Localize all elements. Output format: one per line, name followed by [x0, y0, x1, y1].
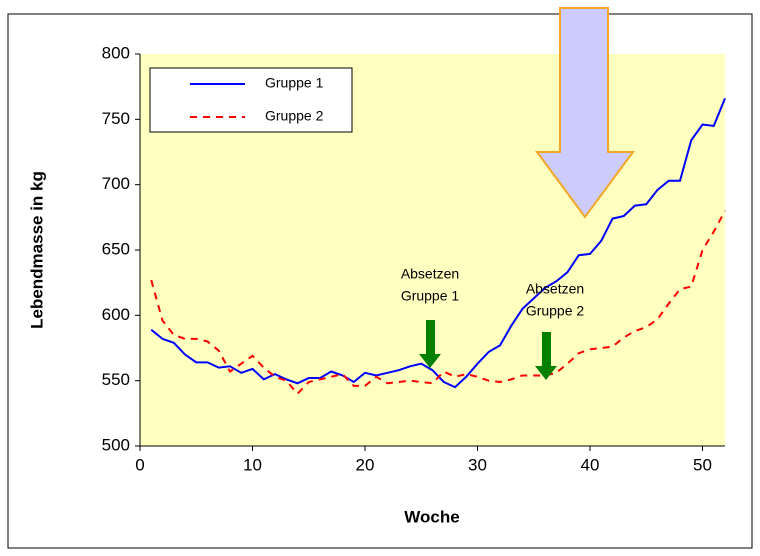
y-tick-label: 600 [102, 305, 130, 324]
x-tick-label: 50 [693, 455, 712, 474]
y-tick-label: 550 [102, 370, 130, 389]
y-tick-label: 700 [102, 174, 130, 193]
x-tick-label: 10 [243, 455, 262, 474]
legend-label: Gruppe 2 [265, 108, 324, 124]
annotation: Gruppe 1 [401, 288, 460, 304]
legend-label: Gruppe 1 [265, 75, 324, 91]
legend [149, 67, 353, 133]
plot [150, 98, 726, 396]
x-tick-label: 40 [581, 455, 600, 474]
x-tick-label: 20 [356, 455, 375, 474]
arrow [535, 332, 557, 380]
annotation: Absetzen [401, 266, 459, 282]
x-tick-label: 30 [468, 455, 487, 474]
y-tick-label: 500 [102, 435, 130, 454]
y-tick-label: 650 [102, 239, 130, 258]
y-axis-title: Lebendmasse in kg [27, 171, 46, 329]
annotation: Gruppe 2 [526, 303, 585, 319]
annotation: Absetzen [526, 281, 584, 297]
arrow [419, 320, 441, 368]
x-tick-label: 0 [135, 455, 144, 474]
highlight-arrow [535, 7, 635, 219]
x-axis-title: Woche [404, 507, 459, 526]
series-line [150, 210, 726, 396]
y-tick-label: 800 [102, 43, 130, 62]
y-tick-label: 750 [102, 109, 130, 128]
